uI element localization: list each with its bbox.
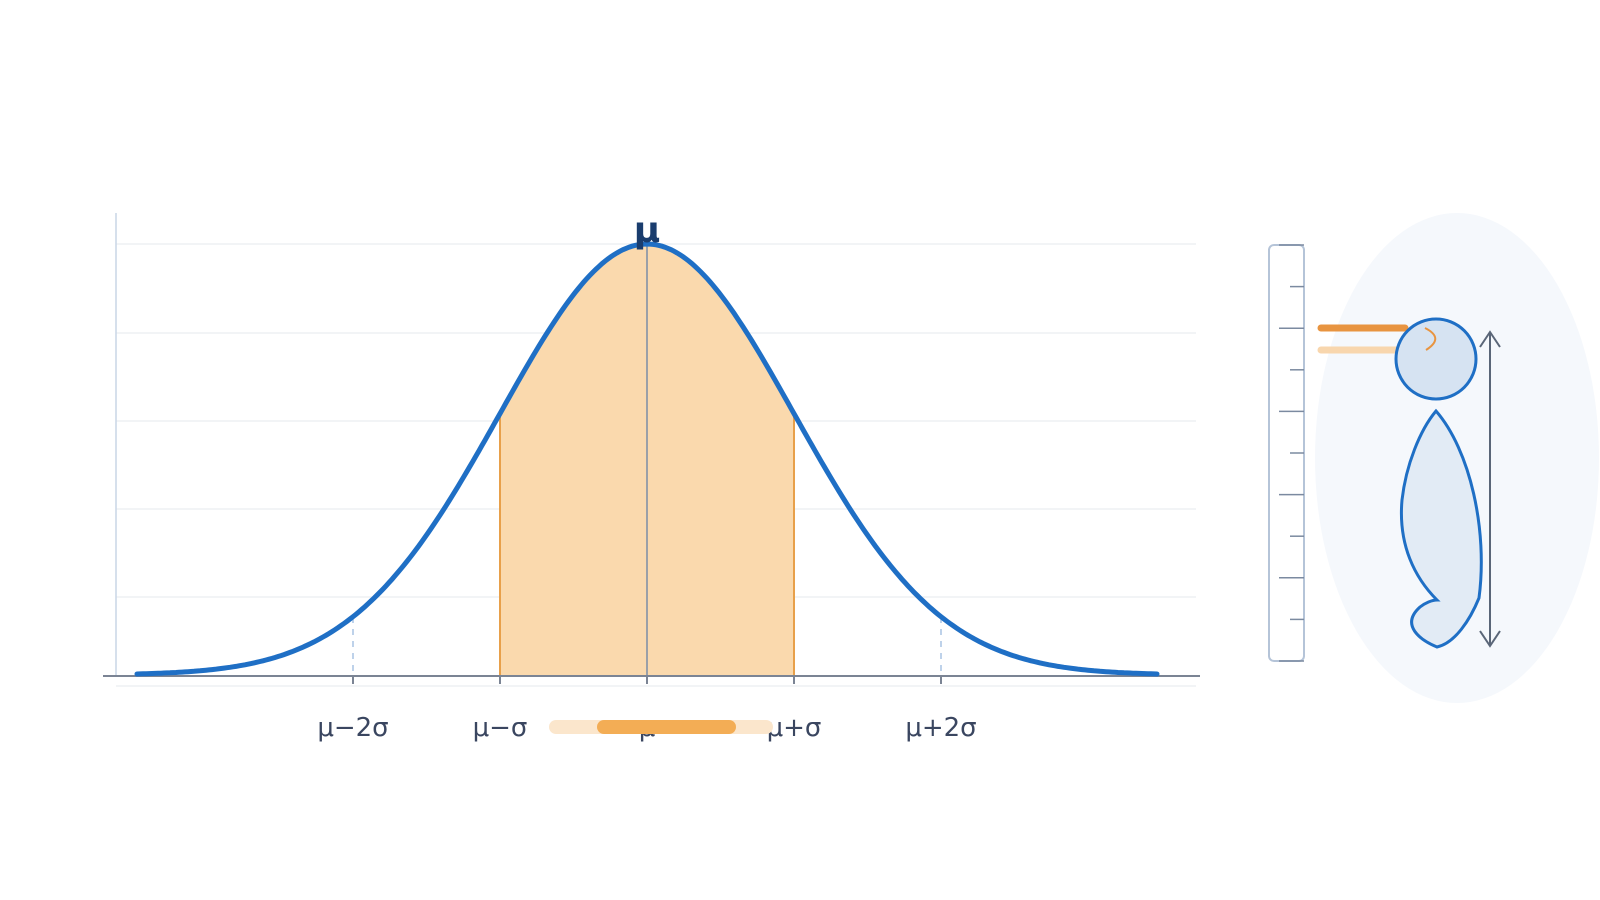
- axis-ticks: [352, 676, 942, 684]
- bell-curve: [134, 241, 1160, 677]
- person-body: [1399, 408, 1483, 649]
- person-head: [1394, 317, 1478, 401]
- height-arrow: [1479, 330, 1501, 648]
- axis-label: μ−σ: [473, 713, 528, 743]
- peak-label: μ: [634, 210, 661, 251]
- axis-label: μ+σ: [767, 713, 822, 743]
- axis-label: μ−2σ: [317, 713, 388, 743]
- arrow-head: [1479, 630, 1501, 648]
- arrow-head: [1479, 330, 1501, 348]
- ruler-ticks: [1279, 244, 1304, 662]
- person-face: [1424, 327, 1437, 351]
- axis-label: μ+2σ: [905, 713, 976, 743]
